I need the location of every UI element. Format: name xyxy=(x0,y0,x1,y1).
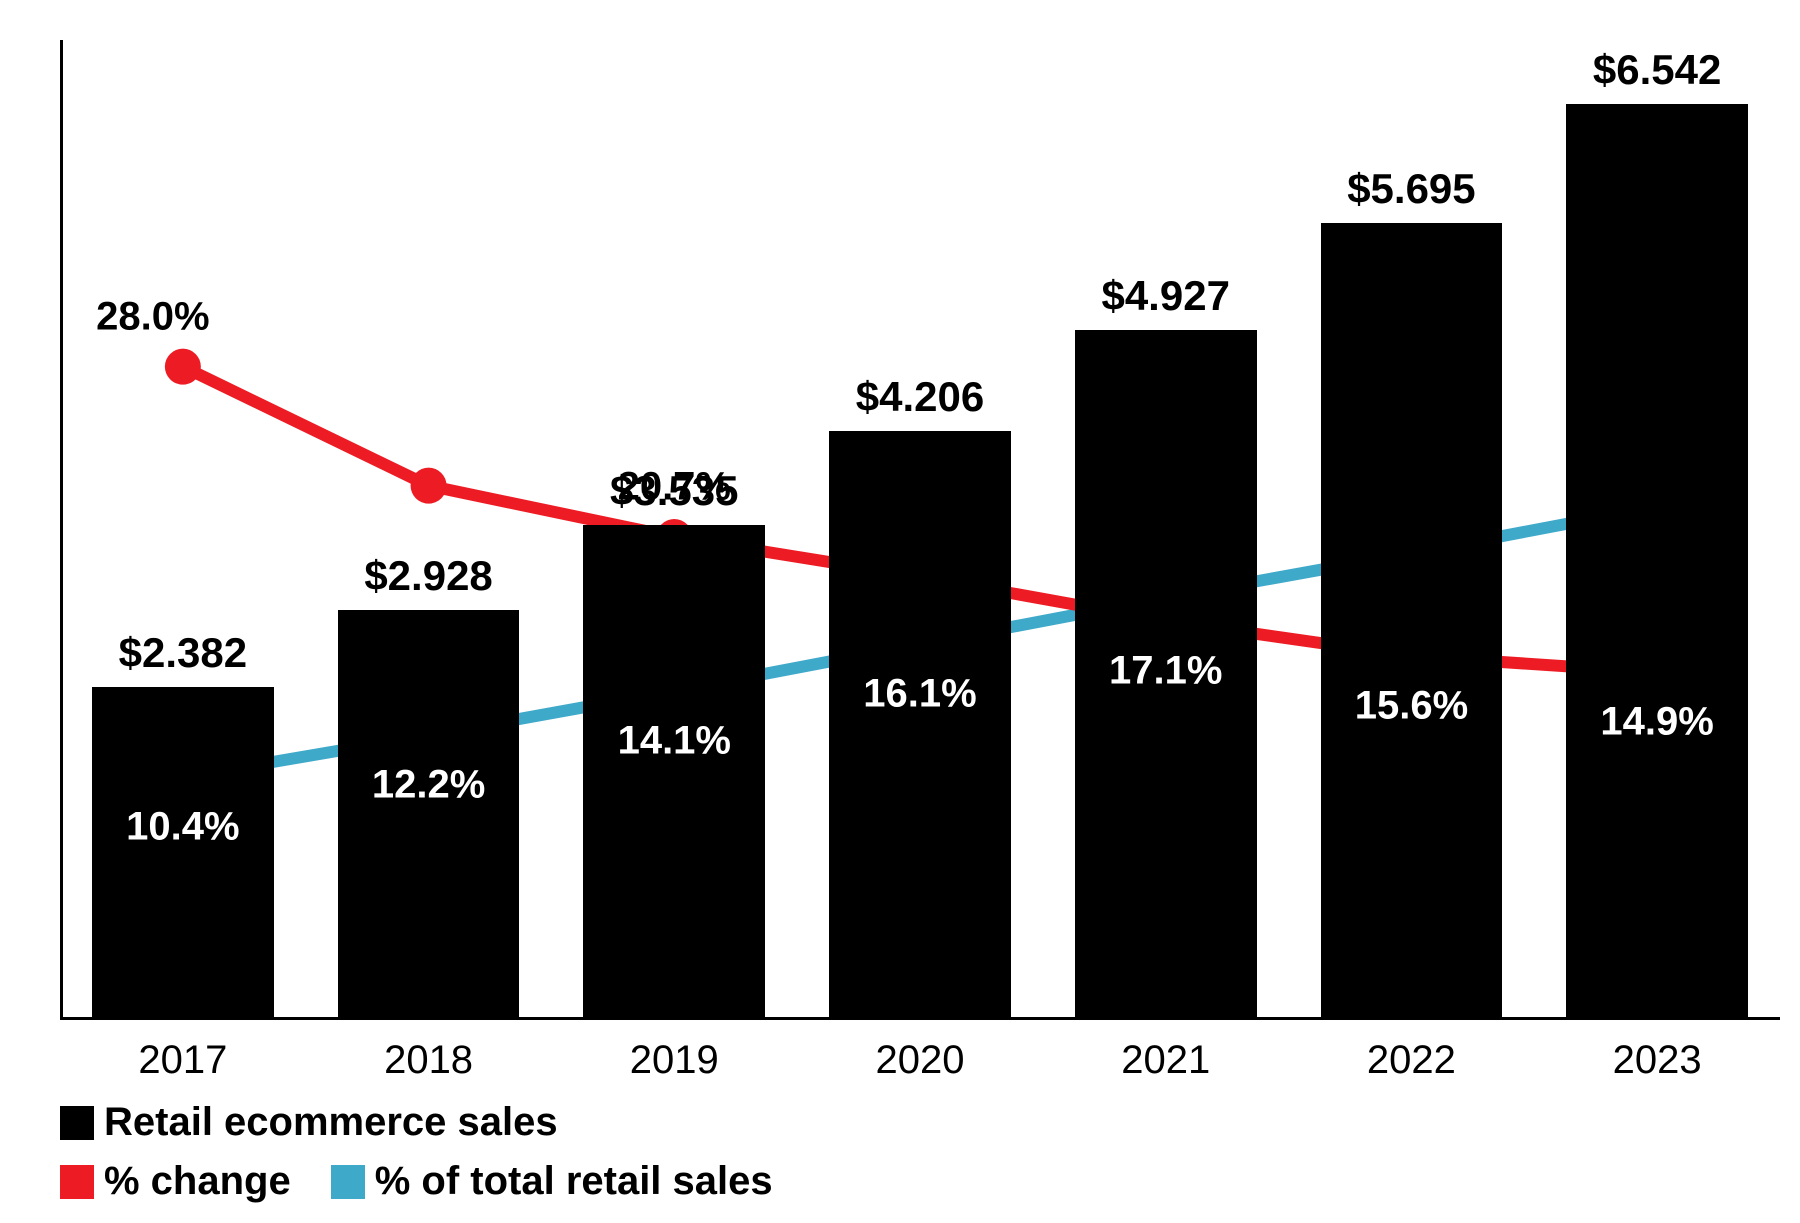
x-category-label: 2019 xyxy=(630,1038,719,1083)
change-marker xyxy=(411,468,447,504)
change-value-label: 28.0% xyxy=(96,294,209,339)
x-category-label: 2021 xyxy=(1121,1038,1210,1083)
change-marker xyxy=(165,349,201,385)
legend-item-change: % change xyxy=(60,1159,291,1204)
share-value-label: 12.2% xyxy=(372,763,485,808)
bar-value-label: $2.928 xyxy=(364,552,492,600)
chart-stage: $2.3822017$2.9282018$3.5352019$4.2062020… xyxy=(0,0,1800,1223)
legend-swatch-share xyxy=(331,1165,365,1199)
bar-value-label: $4.927 xyxy=(1101,272,1229,320)
share-value-label: 10.4% xyxy=(126,805,239,850)
change-value-label: 17.1% xyxy=(1109,649,1222,694)
legend-swatch-bars xyxy=(60,1106,94,1140)
bar-value-label: $6.542 xyxy=(1593,46,1721,94)
plot-area: $2.3822017$2.9282018$3.5352019$4.2062020… xyxy=(60,40,1780,1020)
change-value-label: 15.6% xyxy=(1355,684,1468,729)
bar xyxy=(1321,223,1503,1020)
x-category-label: 2022 xyxy=(1367,1038,1456,1083)
bar-value-label: $5.695 xyxy=(1347,165,1475,213)
bar xyxy=(92,687,274,1020)
share-value-label: 22.0% xyxy=(1600,434,1713,479)
legend-item-bars: Retail ecommerce sales xyxy=(60,1100,558,1145)
legend-label-share: % of total retail sales xyxy=(375,1159,773,1204)
x-category-label: 2023 xyxy=(1613,1038,1702,1083)
legend-item-share: % of total retail sales xyxy=(331,1159,773,1204)
legend-row-1: Retail ecommerce sales xyxy=(60,1100,773,1145)
bar-value-label: $2.382 xyxy=(119,629,247,677)
x-category-label: 2020 xyxy=(876,1038,965,1083)
legend-label-bars: Retail ecommerce sales xyxy=(104,1100,558,1145)
bar xyxy=(583,525,765,1020)
legend: Retail ecommerce sales % change % of tot… xyxy=(60,1100,773,1204)
bar-value-label: $4.206 xyxy=(856,373,984,421)
legend-row-2: % change % of total retail sales xyxy=(60,1159,773,1204)
change-value-label: 22.9% xyxy=(372,513,485,558)
bar xyxy=(1566,104,1748,1020)
share-value-label: 20.0% xyxy=(1355,481,1468,526)
x-category-label: 2018 xyxy=(384,1038,473,1083)
legend-label-change: % change xyxy=(104,1159,291,1204)
bar xyxy=(338,610,520,1020)
share-value-label: 18.1% xyxy=(1109,525,1222,570)
share-value-label: 14.1% xyxy=(618,719,731,764)
change-value-label: 19.0% xyxy=(863,504,976,549)
legend-swatch-change xyxy=(60,1165,94,1199)
change-value-label: 20.7% xyxy=(618,465,731,510)
change-value-label: 14.9% xyxy=(1600,700,1713,745)
x-category-label: 2017 xyxy=(138,1038,227,1083)
share-value-label: 16.1% xyxy=(863,672,976,717)
